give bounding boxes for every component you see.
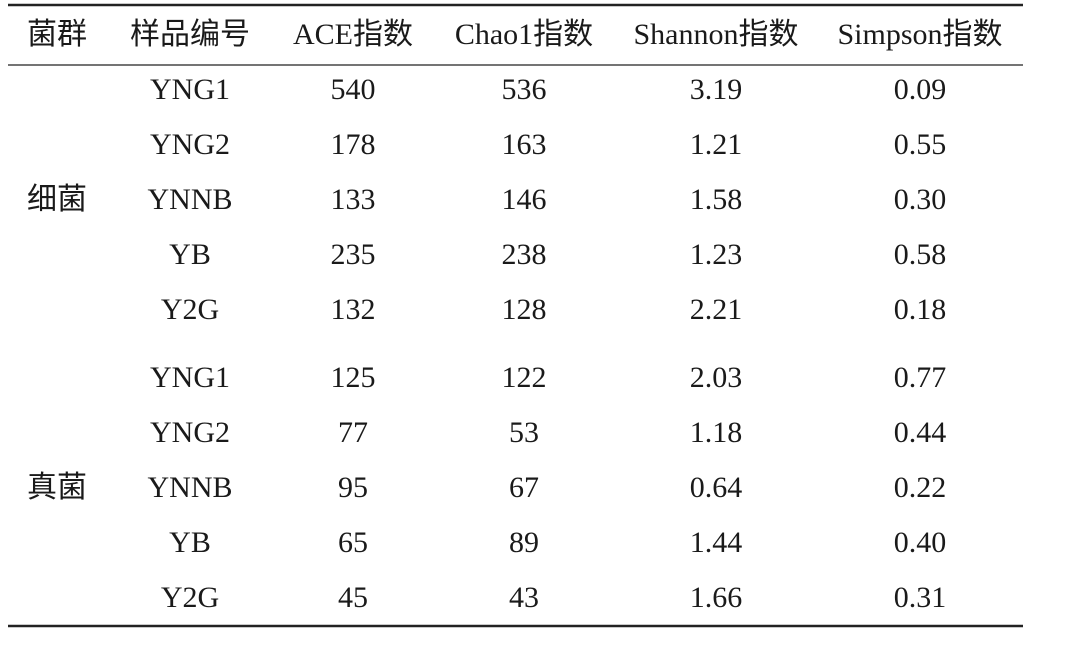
cell: 89 bbox=[509, 526, 539, 559]
cell: 2.21 bbox=[690, 293, 743, 326]
cell: 540 bbox=[331, 73, 376, 106]
header-cell: 菌群 bbox=[27, 18, 87, 51]
cell: 1.58 bbox=[690, 183, 743, 216]
cell: YNG2 bbox=[150, 416, 230, 449]
cell: 0.64 bbox=[690, 471, 743, 504]
cell: 95 bbox=[338, 471, 368, 504]
cell: 128 bbox=[502, 293, 547, 326]
cell: 178 bbox=[331, 128, 376, 161]
cell: 77 bbox=[338, 416, 368, 449]
cell: 133 bbox=[331, 183, 376, 216]
cell: 0.09 bbox=[894, 73, 947, 106]
cell: 53 bbox=[509, 416, 539, 449]
header-cell: 样品编号 bbox=[130, 18, 250, 51]
cell: 536 bbox=[502, 73, 547, 106]
group-label: 真菌 bbox=[27, 471, 87, 504]
cell: 0.30 bbox=[894, 183, 947, 216]
cell: 235 bbox=[331, 238, 376, 271]
cell: 0.58 bbox=[894, 238, 947, 271]
cell: 0.18 bbox=[894, 293, 947, 326]
cell: 1.66 bbox=[690, 581, 743, 614]
cell: Y2G bbox=[161, 581, 219, 614]
cell: YNNB bbox=[147, 183, 232, 216]
cell: 0.55 bbox=[894, 128, 947, 161]
cell: YNG2 bbox=[150, 128, 230, 161]
cell: 0.40 bbox=[894, 526, 947, 559]
cell: 0.44 bbox=[894, 416, 947, 449]
cell: 0.77 bbox=[894, 361, 947, 394]
header-cell: Shannon指数 bbox=[634, 18, 799, 51]
cell: 132 bbox=[331, 293, 376, 326]
cell: 65 bbox=[338, 526, 368, 559]
cell: 0.31 bbox=[894, 581, 947, 614]
cell: Y2G bbox=[161, 293, 219, 326]
cell: 1.18 bbox=[690, 416, 743, 449]
cell: 238 bbox=[502, 238, 547, 271]
cell: 1.23 bbox=[690, 238, 743, 271]
header-cell: Chao1指数 bbox=[455, 18, 593, 51]
cell: YB bbox=[169, 526, 211, 559]
cell: 0.22 bbox=[894, 471, 947, 504]
group-label: 细菌 bbox=[27, 183, 87, 216]
cell: 122 bbox=[502, 361, 547, 394]
cell: 67 bbox=[509, 471, 539, 504]
cell: YNG1 bbox=[150, 361, 230, 394]
cell: 45 bbox=[338, 581, 368, 614]
cell: 2.03 bbox=[690, 361, 743, 394]
header-cell: Simpson指数 bbox=[837, 18, 1002, 51]
header-cell: ACE指数 bbox=[293, 18, 413, 51]
cell: 1.44 bbox=[690, 526, 743, 559]
cell: 163 bbox=[502, 128, 547, 161]
cell: YNNB bbox=[147, 471, 232, 504]
cell: YNG1 bbox=[150, 73, 230, 106]
cell: 146 bbox=[502, 183, 547, 216]
cell: 43 bbox=[509, 581, 539, 614]
cell: YB bbox=[169, 238, 211, 271]
cell: 3.19 bbox=[690, 73, 743, 106]
cell: 1.21 bbox=[690, 128, 743, 161]
cell: 125 bbox=[331, 361, 376, 394]
